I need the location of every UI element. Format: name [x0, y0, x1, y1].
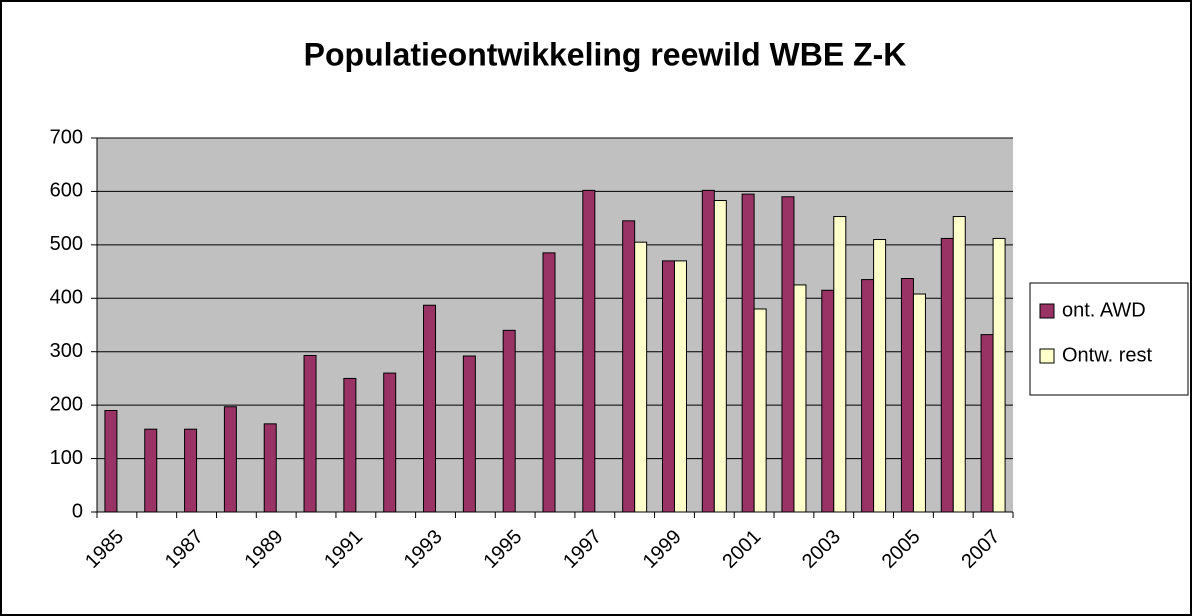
bar: [542, 252, 556, 513]
bar: [423, 304, 437, 513]
bar: [741, 193, 755, 513]
bar: [912, 293, 926, 513]
chart-title: Populatieontwikkeling reewild WBE Z-K: [304, 36, 907, 72]
bar: [383, 372, 397, 513]
legend-swatch: [1039, 348, 1055, 364]
y-tick-label: 300: [50, 340, 83, 362]
legend-label: Ontw. rest: [1062, 344, 1152, 366]
y-tick-label: 100: [50, 447, 83, 469]
y-tick-label: 0: [72, 500, 83, 522]
bar: [940, 237, 954, 513]
bar: [184, 428, 198, 513]
y-tick-label: 400: [50, 287, 83, 309]
bar: [753, 308, 767, 513]
y-tick-label: 200: [50, 393, 83, 415]
legend: [1029, 282, 1189, 396]
legend-swatch: [1039, 303, 1055, 319]
bar: [793, 284, 807, 513]
legend-label: ont. AWD: [1062, 299, 1146, 321]
y-tick-label: 700: [50, 126, 83, 148]
bar: [223, 406, 237, 513]
bar: [343, 377, 357, 513]
bar: [900, 278, 914, 513]
bar: [104, 409, 118, 513]
bar: [582, 189, 596, 513]
bar: [713, 200, 727, 513]
bar: [833, 216, 847, 513]
bar: [263, 423, 277, 513]
bar: [873, 239, 887, 513]
bar: [634, 241, 648, 513]
bar: [622, 220, 636, 513]
bar: [661, 260, 675, 513]
bar: [821, 289, 835, 513]
bar: [144, 428, 158, 513]
y-tick-label: 500: [50, 233, 83, 255]
bar: [992, 237, 1006, 513]
bar: [861, 279, 875, 513]
bar: [952, 216, 966, 513]
bar: [502, 329, 516, 513]
bar: [462, 355, 476, 513]
bar: [781, 196, 795, 513]
bar: [303, 354, 317, 513]
bar: [673, 260, 687, 513]
bar: [701, 189, 715, 513]
y-tick-label: 600: [50, 180, 83, 202]
bar: [980, 334, 994, 513]
